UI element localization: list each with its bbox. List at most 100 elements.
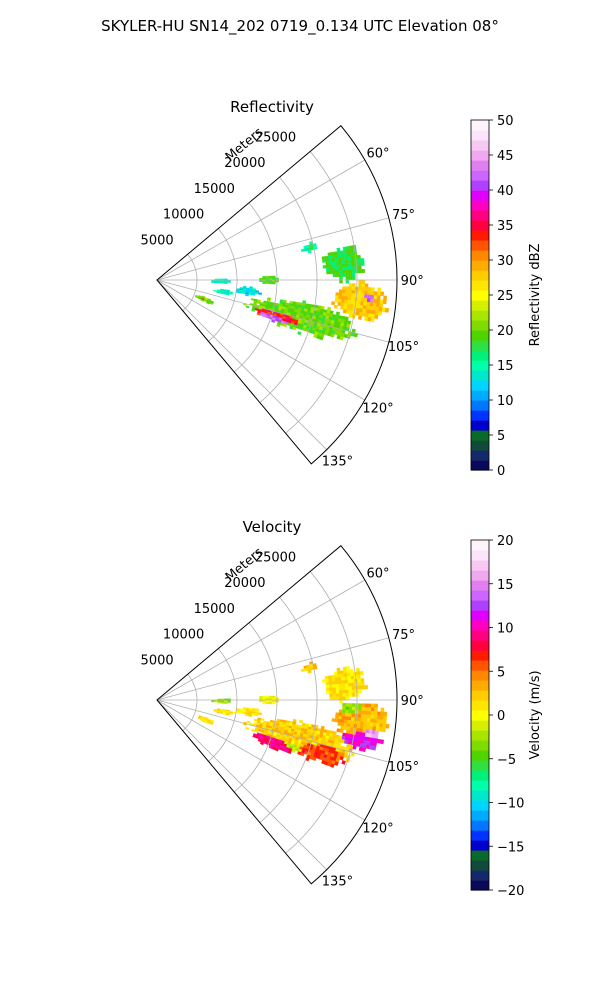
- range-tick-label: 20000: [224, 576, 265, 591]
- radar-bin: [345, 289, 349, 294]
- radar-bin: [379, 719, 384, 724]
- radar-bin: [341, 289, 346, 294]
- radar-bin: [341, 686, 346, 691]
- radar-bin: [248, 714, 252, 717]
- radar-bin: [370, 707, 375, 712]
- radar-bin: [262, 696, 266, 699]
- radar-bin: [338, 260, 343, 265]
- colorbar-tick-label: −15: [497, 840, 524, 855]
- radar-bin: [334, 298, 339, 303]
- range-gridline: [233, 202, 278, 373]
- colorbar-tick-label: 30: [497, 254, 514, 269]
- azimuth-gridline: [156, 217, 389, 281]
- radar-bin: [329, 690, 334, 695]
- colorbar-step: [471, 300, 489, 311]
- radar-bin: [357, 297, 362, 302]
- radar-bin: [345, 286, 350, 291]
- radar-bin: [364, 714, 368, 719]
- colorbar-step: [471, 210, 489, 221]
- radar-bin: [325, 264, 330, 269]
- radar-bin: [229, 292, 233, 295]
- radar-bin: [239, 291, 243, 294]
- colorbar-step: [471, 120, 489, 131]
- radar-bin: [366, 298, 371, 303]
- radar-bin: [262, 701, 266, 704]
- colorbar-step: [471, 660, 489, 671]
- radar-bin: [206, 721, 210, 725]
- colorbar-tick-label: −20: [497, 884, 524, 899]
- colorbar-step: [471, 380, 489, 391]
- radar-bin: [355, 667, 360, 673]
- radar-bin: [347, 719, 352, 724]
- radar-bin: [328, 258, 333, 263]
- radar-bin: [367, 707, 372, 712]
- radar-bin: [376, 719, 381, 724]
- radar-bin: [334, 718, 339, 723]
- radar-bin: [350, 255, 355, 260]
- radar-bin: [344, 719, 349, 724]
- radar-bin: [361, 706, 366, 712]
- radar-bin: [213, 289, 218, 292]
- radar-bin: [271, 695, 276, 699]
- radar-bin: [369, 302, 374, 307]
- radar-bin: [265, 701, 270, 705]
- radar-bin: [351, 266, 356, 270]
- colorbar-step: [471, 370, 489, 381]
- radar-bin: [348, 682, 352, 687]
- radar-bin: [350, 675, 355, 680]
- radar-bin: [371, 703, 375, 708]
- radar-bin: [357, 717, 362, 722]
- colorbar-step: [471, 180, 489, 191]
- colorbar-label: Reflectivity dBZ: [528, 244, 543, 347]
- radar-bin: [328, 678, 333, 683]
- colorbar-tick-label: 25: [497, 289, 514, 304]
- radar-bin: [258, 292, 262, 295]
- colorbar-step: [471, 610, 489, 621]
- radar-bin: [347, 296, 352, 301]
- colorbar-tick-label: 10: [497, 394, 514, 409]
- radar-bin: [370, 291, 375, 296]
- radar-bin: [299, 719, 303, 724]
- radar-bin: [337, 674, 342, 678]
- radar-bin: [344, 713, 349, 717]
- radar-bin: [344, 256, 349, 261]
- radar-bin: [307, 249, 312, 254]
- azimuth-tick-label: 75°: [392, 628, 415, 643]
- radar-bin: [341, 760, 346, 765]
- colorbar-tick-label: 5: [497, 429, 505, 444]
- radar-bin: [341, 716, 346, 720]
- colorbar-step: [471, 350, 489, 361]
- colorbar-step: [471, 810, 489, 821]
- radar-bin: [328, 264, 333, 269]
- colorbar-step: [471, 770, 489, 781]
- radar-bin: [338, 715, 343, 720]
- radar-bin: [245, 293, 249, 297]
- range-tick-label: 5000: [141, 233, 174, 248]
- radar-bin: [229, 712, 233, 715]
- radar-bin: [220, 702, 225, 704]
- colorbar-tick-label: 10: [497, 622, 514, 637]
- radar-bin: [361, 703, 366, 708]
- radar-bin: [335, 263, 340, 268]
- radar-bin: [379, 739, 385, 745]
- radar-bin: [356, 300, 361, 306]
- radar-bin: [360, 717, 365, 722]
- radar-bin: [251, 293, 256, 296]
- radar-bin: [334, 761, 339, 766]
- radar-bin: [364, 703, 369, 708]
- radar-bin: [334, 257, 339, 262]
- radar-bin: [332, 696, 337, 701]
- radar-bin: [326, 687, 330, 692]
- radar-bin: [346, 303, 351, 308]
- colorbar-step: [471, 640, 489, 651]
- radar-bin: [329, 267, 333, 272]
- radar-bin: [374, 734, 379, 740]
- radar-bin: [330, 333, 335, 338]
- chart-panel-0: Reflectivity500010000150002000025000Mete…: [141, 98, 543, 479]
- radar-bin: [348, 286, 353, 291]
- radar-bin: [357, 293, 362, 298]
- radar-bin: [341, 719, 345, 724]
- radar-bin: [373, 298, 378, 304]
- radar-bin: [325, 261, 330, 266]
- radar-bin: [329, 693, 334, 698]
